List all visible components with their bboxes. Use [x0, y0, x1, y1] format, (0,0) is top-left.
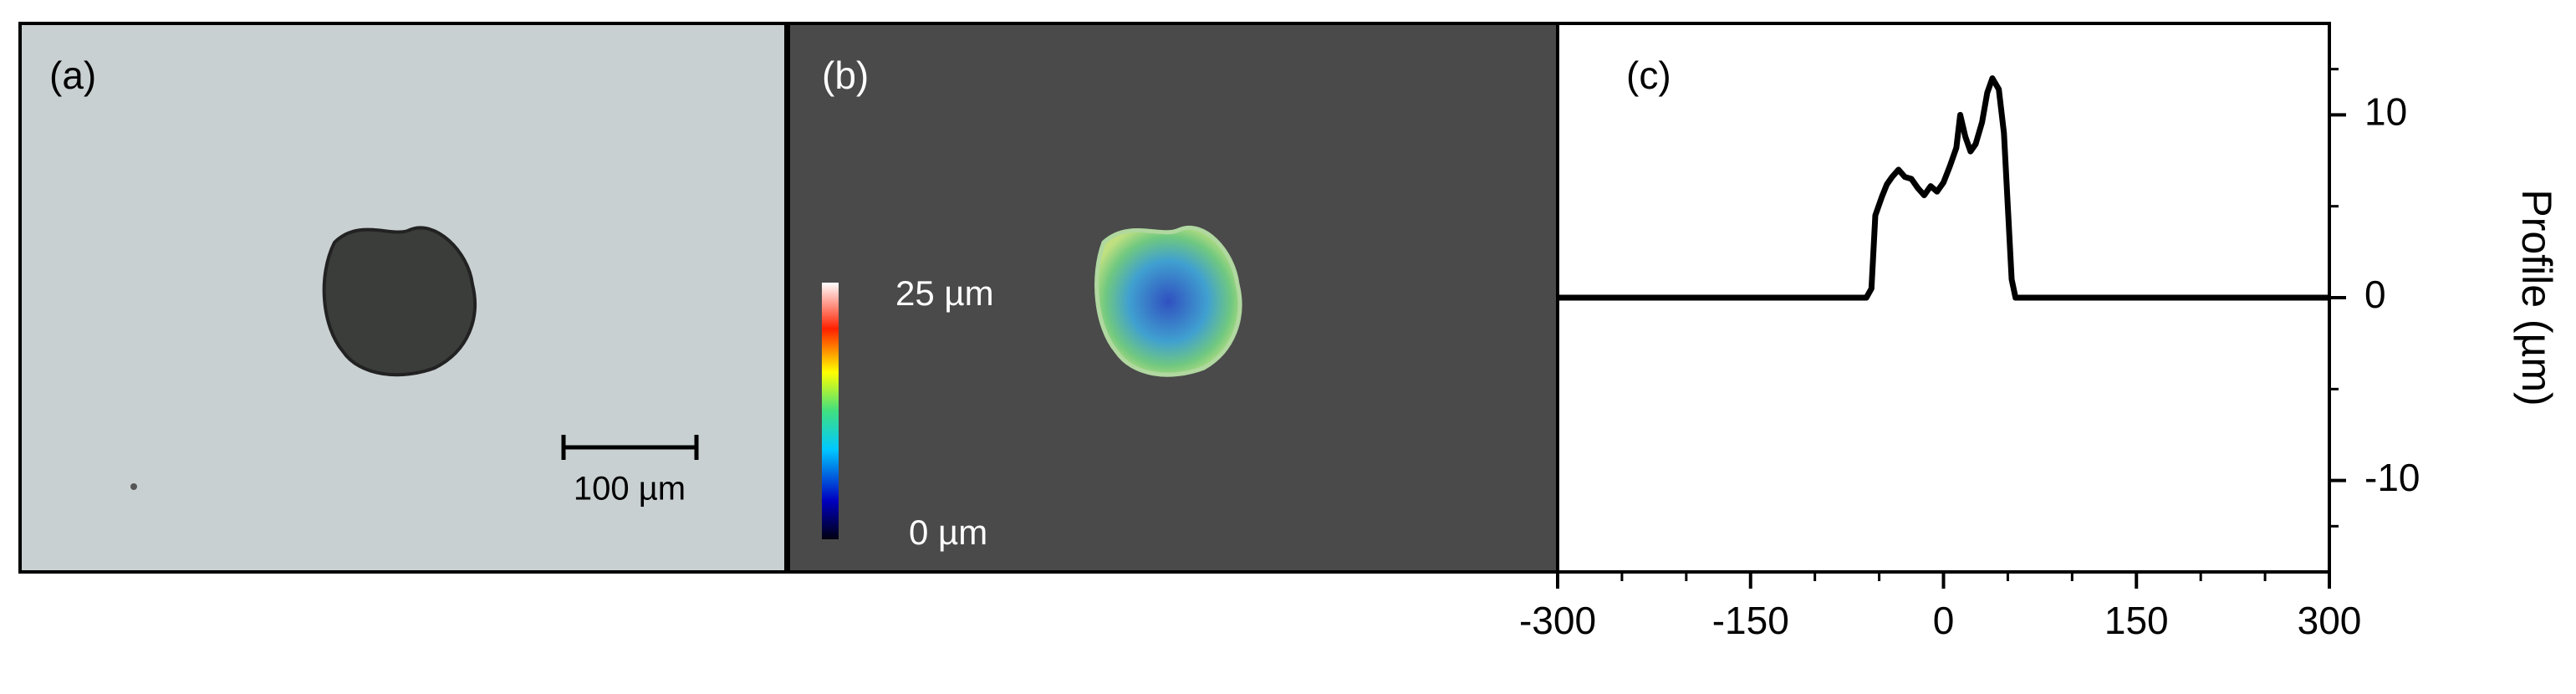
y-tick-label: -10	[2364, 456, 2420, 499]
panel-label: (a)	[49, 54, 96, 97]
x-tick-label: -300	[1519, 599, 1596, 642]
x-tick-label: 300	[2298, 599, 2362, 642]
y-tick-label: 10	[2364, 89, 2407, 133]
x-tick-label: 150	[2104, 599, 2169, 642]
panel-label: (b)	[822, 54, 869, 97]
colorbar	[822, 283, 839, 539]
x-tick-label: -150	[1712, 599, 1789, 642]
scale-bar	[561, 435, 699, 460]
y-axis-label: Profile (µm)	[2513, 189, 2560, 406]
speck	[130, 483, 137, 490]
scale-bar-label: 100 µm	[574, 471, 686, 508]
panel-label: (c)	[1626, 54, 1671, 97]
x-tick-label: 0	[1933, 599, 1955, 642]
colorbar-min: 0 µm	[909, 513, 987, 552]
height-map	[1094, 226, 1242, 377]
particle	[322, 226, 477, 377]
colorbar-max: 25 µm	[895, 273, 994, 313]
y-tick-label: 0	[2364, 273, 2386, 316]
profile-line	[1558, 75, 2329, 301]
